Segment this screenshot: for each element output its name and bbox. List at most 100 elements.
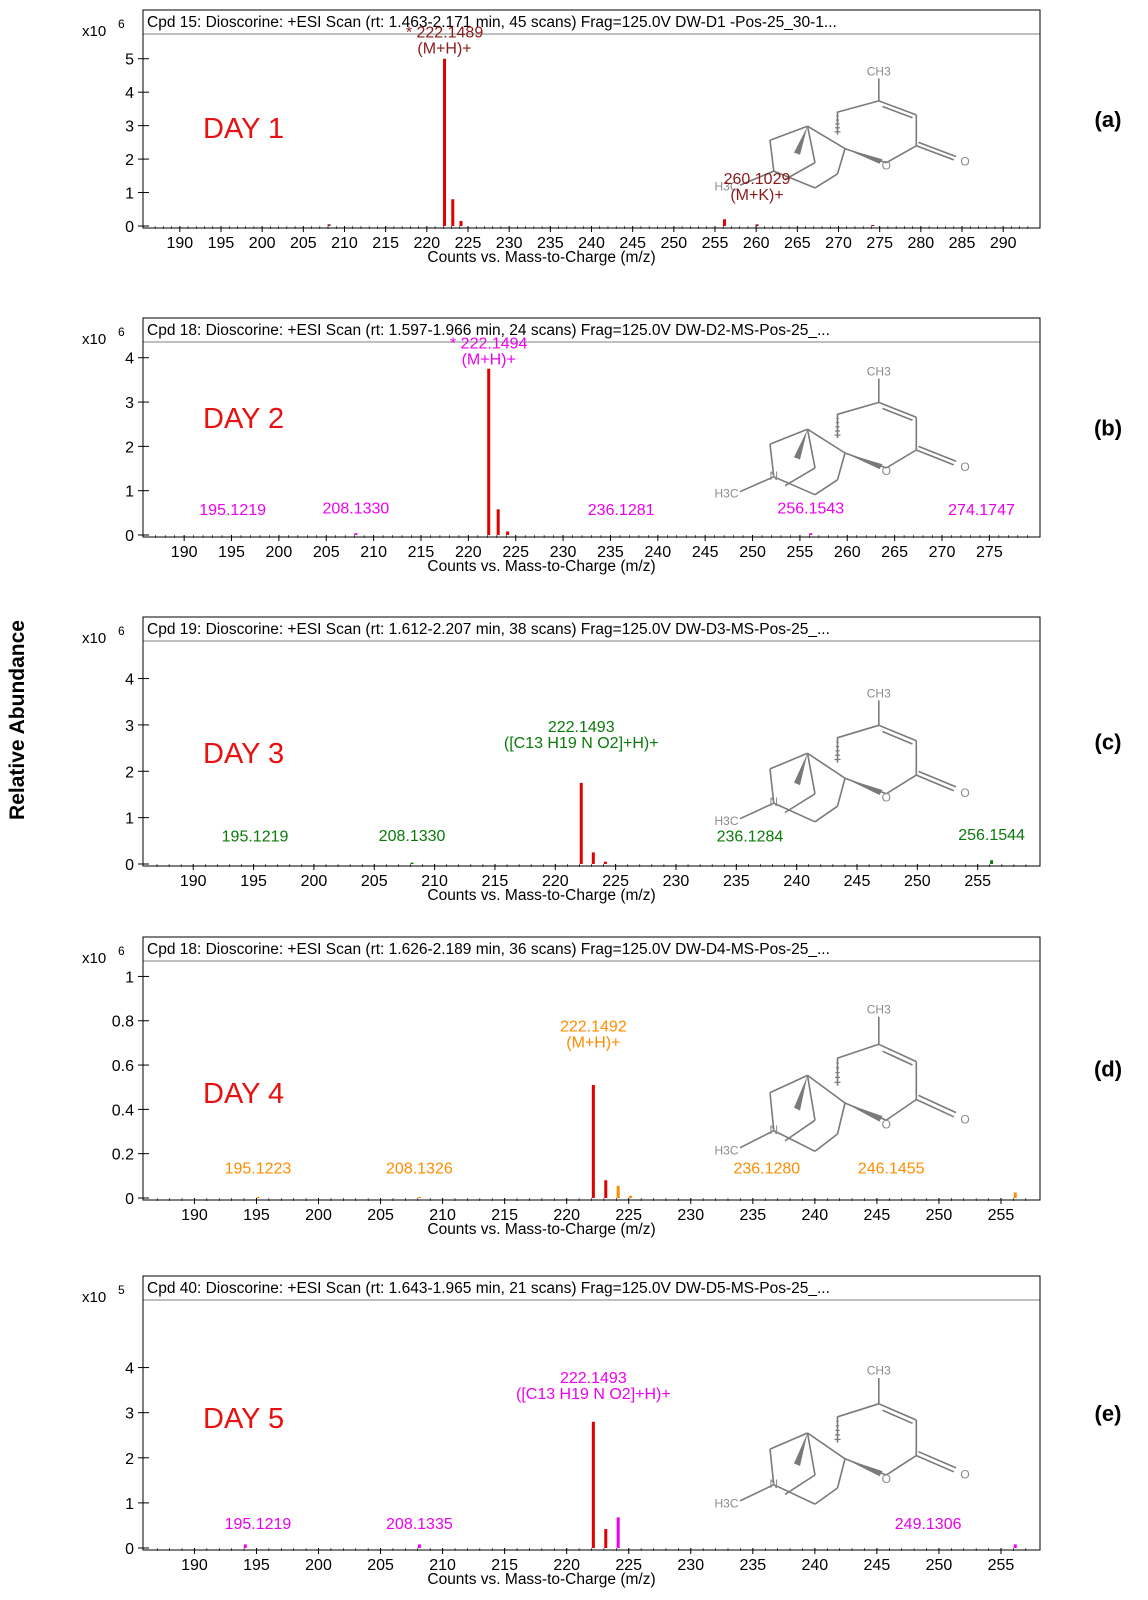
structure-bond [739, 476, 775, 493]
structure-wedge [845, 453, 883, 470]
peak-label: 195.1219 [225, 1516, 292, 1533]
structure-label-ch3: CH3 [867, 65, 891, 79]
structure-label-carbonyl-o: O [960, 460, 969, 474]
structure-bond [837, 401, 880, 416]
x-tick-label: 190 [171, 544, 198, 561]
structure-bond [878, 724, 917, 742]
structure-label-ring-o: O [882, 464, 891, 478]
x-tick-label: 190 [180, 873, 207, 890]
peak-label: 256.1544 [958, 827, 1025, 844]
y-tick-label: 0.8 [112, 1014, 134, 1031]
structure-label-ch3: CH3 [867, 365, 891, 379]
structure-label-ring-o: O [882, 790, 891, 804]
x-tick-label: 220 [542, 873, 569, 890]
structure-hash-bond [834, 413, 841, 436]
structure-wedge [845, 148, 883, 164]
peak-label: 222.1492 [560, 1018, 627, 1035]
structure-bond [836, 452, 846, 481]
x-tick-label: 220 [455, 544, 482, 561]
x-tick-label: 275 [976, 544, 1003, 561]
structure-label-n: N [769, 469, 778, 483]
y-tick-label: 2 [125, 152, 134, 169]
structure-bond [915, 1098, 955, 1118]
x-tick-label: 280 [907, 235, 934, 252]
structure-label-ch3: CH3 [867, 686, 891, 700]
x-tick-label: 265 [784, 235, 811, 252]
x-tick-label: 245 [864, 1207, 891, 1224]
peak-label: 208.1326 [386, 1161, 453, 1178]
structure-hash-bond [834, 1416, 841, 1441]
peak-label: ([C13 H19 N O2]+H)+ [504, 735, 659, 752]
panel-label: (e) [1095, 1401, 1122, 1426]
peak-label: 274.1747 [948, 502, 1015, 519]
structure-bond [739, 802, 775, 820]
spectrum-panel: Cpd 18: Dioscorine: +ESI Scan (rt: 1.597… [82, 317, 1122, 575]
structure-bond [918, 1094, 957, 1114]
y-multiplier: x10 [82, 331, 106, 348]
x-axis-label: Counts vs. Mass-to-Charge (m/z) [427, 1221, 655, 1238]
x-tick-label: 255 [988, 1207, 1015, 1224]
structure-bond [836, 777, 846, 807]
structure-label-h3c: H3C [714, 814, 738, 828]
structure-label-ring-o: O [882, 1472, 891, 1486]
structure-bond [807, 428, 846, 454]
peak-label: (M+H)+ [417, 41, 471, 58]
x-tick-label: 250 [739, 544, 766, 561]
structure-label-n: N [769, 1123, 778, 1137]
structure-bond [885, 449, 917, 469]
x-tick-label: 195 [243, 1557, 270, 1574]
structure-bond [916, 449, 955, 466]
y-tick-label: 4 [125, 85, 134, 102]
structure-label-ring-o: O [882, 1117, 891, 1131]
structure-bond [769, 428, 808, 445]
x-tick-label: 225 [455, 235, 482, 252]
structure-bond [885, 145, 917, 164]
structure-bond [878, 1043, 917, 1063]
structure-bond [773, 1129, 816, 1153]
structure-bond [773, 802, 816, 823]
y-tick-label: 0.6 [112, 1058, 134, 1075]
peak-label: (M+K)+ [730, 187, 783, 204]
structure-bond [769, 1074, 808, 1094]
spectrum-title: Cpd 19: Dioscorine: +ESI Scan (rt: 1.612… [147, 621, 830, 638]
day-label: DAY 1 [203, 113, 284, 145]
y-tick-label: 0.4 [112, 1102, 134, 1119]
structure-bond [806, 1075, 816, 1121]
peak-label: 208.1335 [386, 1516, 453, 1533]
x-tick-label: 190 [181, 1557, 208, 1574]
y-tick-label: 2 [125, 439, 134, 456]
structure-bond [915, 1454, 955, 1473]
structure-bond [769, 768, 775, 804]
structure-label-carbonyl-o: O [960, 154, 969, 168]
x-tick-label: 235 [597, 544, 624, 561]
x-tick-label: 210 [331, 235, 358, 252]
y-tick-label: 0 [125, 1541, 134, 1558]
structure-bond [878, 1403, 917, 1421]
y-tick-label: 4 [125, 1361, 134, 1378]
x-tick-label: 200 [266, 544, 293, 561]
structure-bond [814, 173, 838, 189]
y-axis-title-container: Relative Abundance [4, 500, 44, 940]
structure-bond [769, 444, 775, 477]
structure-bond [784, 1119, 816, 1142]
structure-bond [918, 445, 957, 463]
x-tick-label: 225 [502, 544, 529, 561]
y-tick-label: 0 [125, 1191, 134, 1208]
x-tick-label: 240 [578, 235, 605, 252]
x-tick-label: 270 [929, 544, 956, 561]
x-tick-label: 195 [208, 235, 235, 252]
y-tick-label: 1 [125, 1496, 134, 1513]
panel-label: (a) [1095, 107, 1122, 132]
structure-bond [739, 1483, 775, 1502]
structure-hash-bond [834, 737, 841, 761]
structure-bond [769, 140, 775, 172]
x-tick-label: 270 [825, 235, 852, 252]
structure-label-ch3: CH3 [867, 1364, 891, 1378]
structure-wedge [794, 1433, 808, 1466]
x-tick-label: 200 [301, 873, 328, 890]
x-tick-label: 210 [360, 544, 387, 561]
x-tick-label: 215 [482, 873, 509, 890]
x-tick-label: 255 [702, 235, 729, 252]
x-tick-label: 220 [553, 1557, 580, 1574]
structure-bond [885, 1454, 917, 1476]
